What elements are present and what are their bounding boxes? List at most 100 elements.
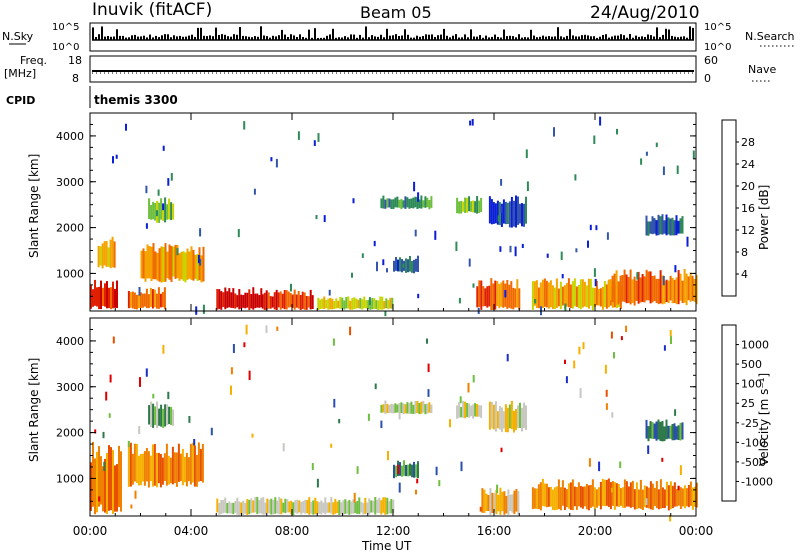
heatmap-cell: [569, 482, 572, 510]
heatmap-cell: [683, 485, 686, 509]
heatmap-cell: [271, 296, 274, 308]
heatmap-point: [467, 382, 470, 393]
heatmap-cell: [615, 483, 618, 507]
heatmap-cell: [625, 481, 628, 507]
heatmap-point: [413, 181, 416, 192]
nsky-bar: [389, 35, 391, 40]
heatmap-cell: [226, 291, 229, 308]
nsky-bar: [464, 34, 466, 40]
heatmap-cell: [480, 405, 483, 418]
freq-label-line2: [MHz]: [4, 67, 36, 80]
date-title: 24/Aug/2010: [590, 3, 700, 23]
heatmap-point: [138, 287, 141, 296]
heatmap-cell: [407, 259, 409, 273]
heatmap-cell: [484, 288, 487, 307]
heatmap-cell: [186, 248, 189, 280]
nsky-bar: [281, 29, 283, 40]
heatmap-cell: [500, 203, 503, 227]
heatmap-cell: [312, 500, 315, 515]
heatmap-point: [416, 478, 419, 484]
heatmap-cell: [258, 499, 261, 514]
heatmap-cell: [189, 443, 192, 485]
heatmap-cell: [246, 292, 249, 308]
heatmap-cell: [144, 251, 147, 282]
heatmap-cell: [220, 499, 223, 514]
heatmap-cell: [411, 464, 413, 478]
heatmap-cell: [553, 487, 556, 511]
heatmap-point: [415, 489, 417, 495]
heatmap-cell: [498, 406, 501, 430]
heatmap-cell: [641, 274, 644, 302]
heatmap-cell: [426, 403, 429, 414]
heatmap-cell: [162, 247, 165, 282]
heatmap-cell: [422, 400, 425, 413]
heatmap-cell: [579, 279, 582, 310]
nave-tick-bottom: 0: [704, 72, 711, 85]
heatmap-cell: [420, 401, 423, 414]
heatmap-point: [499, 206, 502, 213]
heatmap-cell: [412, 197, 415, 209]
heatmap-cell: [127, 291, 130, 309]
heatmap-cell: [216, 289, 219, 310]
heatmap-cell: [597, 288, 600, 306]
nave-label: Nave: [748, 63, 776, 76]
heatmap-point: [610, 331, 613, 339]
heatmap-cell: [496, 411, 499, 429]
heatmap-cell: [335, 298, 338, 309]
heatmap-cell: [483, 489, 486, 513]
heatmap-cell: [106, 281, 108, 309]
heatmap-cell: [282, 502, 285, 513]
heatmap-cell: [263, 292, 266, 310]
heatmap-cell: [491, 492, 494, 513]
heatmap-cell: [504, 404, 507, 433]
heatmap-cell: [496, 200, 499, 225]
heatmap-cell: [362, 503, 365, 515]
x-tick-label: 00:00: [679, 524, 714, 538]
heatmap-cell: [356, 500, 359, 514]
heatmap-cell: [94, 279, 96, 306]
nsky-bar: [539, 36, 541, 40]
heatmap-cell: [494, 280, 497, 310]
heatmap-cell: [114, 288, 116, 308]
colorbar-frame: [721, 324, 737, 502]
heatmap-cell: [109, 239, 112, 269]
heatmap-point: [376, 261, 378, 272]
heatmap-cell: [116, 280, 118, 308]
heatmap-point: [199, 228, 202, 237]
heatmap-cell: [571, 479, 574, 511]
nsky-bar: [431, 34, 433, 40]
heatmap-cell: [150, 205, 153, 220]
nsky-bar: [641, 36, 643, 40]
heatmap-cell: [305, 296, 308, 310]
heatmap-point: [611, 412, 614, 418]
heatmap-cell: [222, 292, 225, 307]
heatmap-cell: [585, 484, 588, 510]
heatmap-cell: [359, 297, 362, 309]
heatmap-cell: [267, 292, 270, 309]
heatmap-cell: [405, 465, 407, 477]
nsky-panel-frame: [89, 22, 697, 52]
heatmap-cell: [430, 196, 433, 208]
heatmap-cell: [252, 287, 255, 310]
nsky-bar: [377, 36, 379, 40]
heatmap-point: [455, 241, 458, 252]
heatmap-cell: [456, 197, 459, 214]
heatmap-cell: [601, 478, 604, 506]
nsky-bar: [605, 34, 607, 40]
nsky-bar: [341, 37, 343, 40]
heatmap-point: [573, 360, 576, 369]
heatmap-cell: [500, 282, 503, 307]
nsky-bar: [125, 37, 127, 40]
heatmap-cell: [486, 286, 489, 308]
heatmap-cell: [645, 419, 648, 439]
heatmap-cell: [343, 300, 346, 310]
nsky-bar: [497, 37, 499, 40]
heatmap-cell: [470, 201, 473, 212]
heatmap-cell: [673, 423, 676, 441]
velocity-colorbar: 1000 500 100 25 -25 -100 -500 -1000: [721, 324, 773, 502]
nsky-bar: [422, 36, 424, 40]
heatmap-cell: [518, 288, 521, 310]
heatmap-point: [157, 189, 160, 196]
heatmap-cell: [94, 458, 96, 515]
nsky-bar: [446, 35, 448, 40]
